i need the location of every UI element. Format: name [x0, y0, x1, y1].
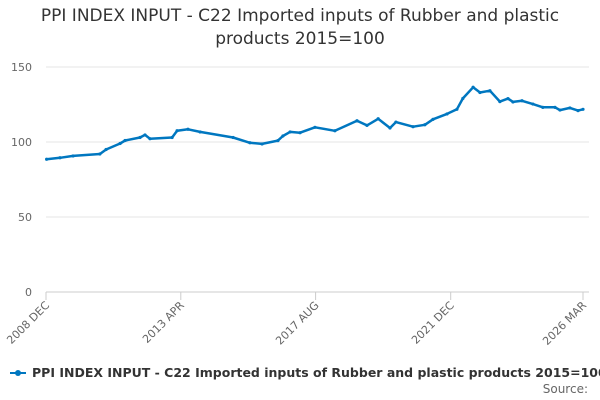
- data-point: [170, 135, 174, 140]
- x-tick-label: 2008 DEC: [4, 299, 52, 347]
- x-tick-label: 2026 MAR: [540, 299, 589, 348]
- data-point: [423, 123, 427, 127]
- data-point: [355, 119, 359, 123]
- data-point: [71, 154, 75, 158]
- x-tick-label: 2017 AUG: [273, 299, 322, 348]
- x-tick-label: 2021 DEC: [409, 299, 457, 347]
- chart-title: PPI INDEX INPUT - C22 Imported inputs of…: [40, 6, 560, 49]
- data-point: [231, 135, 235, 140]
- y-tick-label: 50: [18, 211, 32, 224]
- data-point: [461, 96, 465, 101]
- legend-item[interactable]: PPI INDEX INPUT - C22 Imported inputs of…: [10, 365, 600, 380]
- data-point: [471, 85, 475, 89]
- data-point: [143, 133, 147, 137]
- data-point: [260, 142, 264, 146]
- data-point: [118, 141, 122, 146]
- data-point: [455, 107, 459, 111]
- data-point: [394, 120, 398, 124]
- data-point: [298, 131, 302, 135]
- data-point: [365, 123, 369, 127]
- data-point: [123, 138, 127, 143]
- data-point: [520, 99, 524, 103]
- data-point: [58, 156, 62, 160]
- data-point: [558, 108, 562, 112]
- y-tick-label: 0: [25, 286, 32, 299]
- data-point: [478, 90, 482, 95]
- data-point: [104, 147, 108, 152]
- data-point: [498, 100, 502, 104]
- data-point: [45, 157, 49, 161]
- data-point: [553, 105, 557, 109]
- data-point: [376, 117, 380, 121]
- y-tick-label: 100: [11, 136, 32, 149]
- data-point: [333, 129, 337, 133]
- data-point: [488, 89, 492, 93]
- data-point: [581, 107, 585, 111]
- data-point: [431, 117, 435, 121]
- data-point: [511, 100, 515, 104]
- data-point: [313, 125, 317, 129]
- data-point: [98, 152, 102, 156]
- data-point: [186, 127, 190, 131]
- data-point: [281, 134, 285, 138]
- y-tick-label: 150: [11, 61, 32, 74]
- data-point: [506, 97, 510, 101]
- data-point: [276, 139, 280, 143]
- series-line: [46, 86, 584, 161]
- data-point: [576, 109, 580, 113]
- data-point: [148, 137, 152, 141]
- data-point: [568, 106, 572, 110]
- legend-label: PPI INDEX INPUT - C22 Imported inputs of…: [32, 365, 600, 380]
- data-point: [288, 130, 292, 134]
- data-point: [411, 125, 415, 129]
- x-tick-label: 2013 APR: [140, 299, 187, 346]
- data-point: [248, 141, 252, 145]
- data-point: [198, 130, 202, 134]
- legend-line-marker-icon: [10, 369, 26, 376]
- data-point: [445, 112, 449, 116]
- data-point: [541, 105, 545, 109]
- source-label: Source:: [542, 382, 588, 396]
- data-point: [388, 126, 392, 130]
- data-point: [138, 135, 142, 140]
- data-point: [531, 102, 535, 106]
- data-point: [175, 129, 179, 133]
